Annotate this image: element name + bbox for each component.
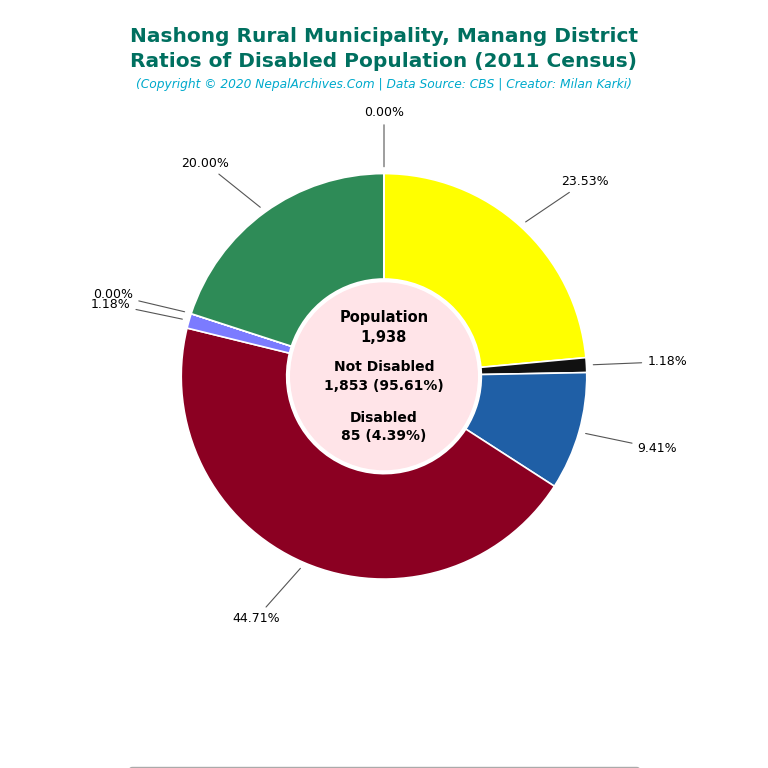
Text: 0.00%: 0.00%	[94, 288, 184, 312]
Wedge shape	[191, 174, 384, 346]
Text: 23.53%: 23.53%	[525, 175, 609, 222]
Text: 0.00%: 0.00%	[364, 106, 404, 167]
Circle shape	[291, 283, 477, 469]
Wedge shape	[191, 313, 291, 346]
Legend: Physically Disable - 8 (M: 5 | F: 3), Blind Only - 1 (M: 1 | F: 0), Deaf Only - : Physically Disable - 8 (M: 5 | F: 3), Bl…	[129, 766, 639, 768]
Wedge shape	[384, 174, 586, 367]
Text: Nashong Rural Municipality, Manang District: Nashong Rural Municipality, Manang Distr…	[130, 27, 638, 46]
Wedge shape	[187, 313, 291, 353]
Text: 20.00%: 20.00%	[181, 157, 260, 207]
Wedge shape	[465, 372, 587, 486]
Text: 44.71%: 44.71%	[232, 568, 300, 625]
Wedge shape	[181, 328, 554, 579]
Text: Ratios of Disabled Population (2011 Census): Ratios of Disabled Population (2011 Cens…	[131, 52, 637, 71]
Text: 1.18%: 1.18%	[593, 356, 687, 368]
Text: Population
1,938: Population 1,938	[339, 310, 429, 345]
Text: 1.18%: 1.18%	[91, 298, 182, 319]
Text: (Copyright © 2020 NepalArchives.Com | Data Source: CBS | Creator: Milan Karki): (Copyright © 2020 NepalArchives.Com | Da…	[136, 78, 632, 91]
Text: Disabled
85 (4.39%): Disabled 85 (4.39%)	[341, 411, 427, 443]
Wedge shape	[481, 358, 587, 375]
Text: 9.41%: 9.41%	[586, 433, 677, 455]
Text: Not Disabled
1,853 (95.61%): Not Disabled 1,853 (95.61%)	[324, 360, 444, 392]
